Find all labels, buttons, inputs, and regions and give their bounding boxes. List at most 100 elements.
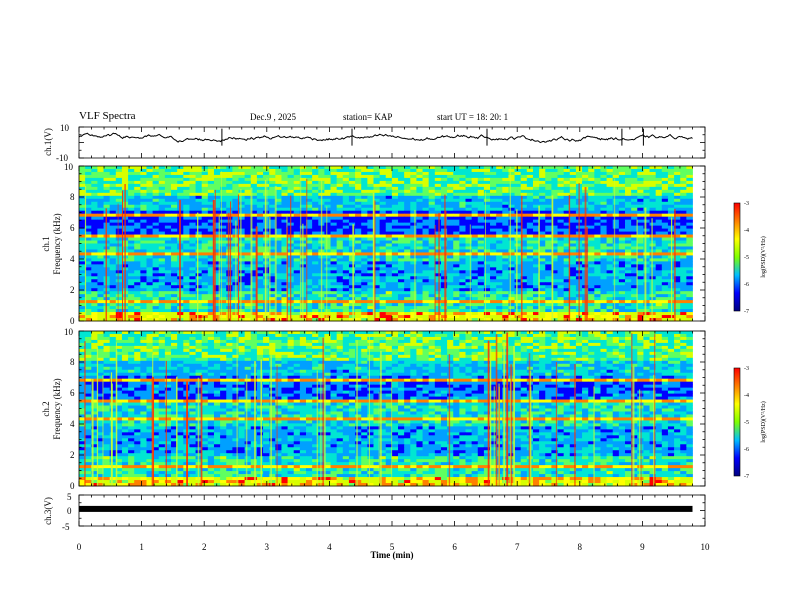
spectrogram-cell bbox=[256, 210, 264, 215]
spectrogram-cell bbox=[244, 282, 252, 286]
spectrogram-cell bbox=[348, 231, 356, 235]
spectrogram-cell bbox=[134, 288, 141, 292]
spectrogram-cell bbox=[201, 261, 209, 265]
spectrogram-cell bbox=[674, 243, 681, 247]
spectrogram-cell bbox=[207, 228, 215, 232]
spectrogram-cell bbox=[164, 180, 172, 185]
spectrogram-cell bbox=[269, 219, 276, 224]
spectrogram-cell bbox=[324, 291, 331, 295]
spectrogram-cell bbox=[490, 216, 497, 221]
spectrogram-cell bbox=[85, 192, 92, 197]
spectrogram-cell bbox=[410, 243, 417, 247]
spectrogram-cell bbox=[490, 204, 497, 209]
spectrogram-cell bbox=[85, 312, 92, 316]
spectrogram-cell bbox=[490, 210, 497, 215]
spectrogram-cell bbox=[453, 204, 460, 209]
spectrogram-cell bbox=[674, 297, 681, 301]
spectrogram-cell bbox=[563, 216, 571, 221]
spectrogram-cell bbox=[91, 285, 98, 289]
spectrogram-cell bbox=[618, 252, 626, 256]
spectrogram-cell bbox=[164, 222, 172, 227]
spectrogram-cell bbox=[213, 240, 221, 244]
spectrogram-cell bbox=[115, 234, 123, 238]
spectrogram-cell bbox=[618, 189, 626, 194]
spectrogram-cell bbox=[631, 306, 638, 310]
spectrogram-cell bbox=[631, 273, 638, 277]
spectrogram-cell bbox=[385, 189, 393, 194]
spectrogram-cell bbox=[293, 276, 301, 280]
spectrogram-cell bbox=[348, 204, 356, 209]
spectrogram-cell bbox=[643, 282, 650, 286]
spectrogram-cell bbox=[471, 198, 479, 203]
spectrogram-cell bbox=[625, 222, 632, 227]
spectrogram-cell bbox=[649, 237, 657, 241]
spectrogram-cell bbox=[109, 303, 117, 307]
spectrogram-cell bbox=[416, 207, 423, 212]
spectrogram-cell bbox=[631, 285, 638, 289]
spectrogram-cell bbox=[164, 228, 172, 232]
spectrogram-cell bbox=[312, 255, 319, 259]
spectrogram-cell bbox=[490, 309, 497, 313]
spectrogram-cell bbox=[189, 261, 196, 265]
spectrogram-cell bbox=[465, 303, 473, 307]
spectrogram-cell bbox=[520, 243, 528, 247]
spectrogram-cell bbox=[348, 249, 356, 253]
spectrogram-cell bbox=[551, 267, 558, 271]
spectrogram-cell bbox=[551, 273, 558, 277]
spectrogram-cell bbox=[539, 201, 546, 206]
spectrogram-cell bbox=[625, 195, 632, 200]
spectrogram-cell bbox=[600, 312, 607, 316]
spectrogram-cell bbox=[213, 276, 221, 280]
spectrogram-cell bbox=[91, 312, 98, 316]
spectrogram-cell bbox=[342, 255, 350, 259]
spectrogram-cell bbox=[404, 225, 411, 229]
spectrogram-cell bbox=[655, 207, 663, 212]
spectrogram-cell bbox=[545, 201, 552, 206]
spectrogram-cell bbox=[91, 309, 98, 313]
spectrogram-cell bbox=[256, 240, 264, 244]
spectrogram-cell bbox=[404, 168, 411, 173]
spectrogram-cell bbox=[625, 228, 632, 232]
spectrogram-cell bbox=[502, 195, 509, 200]
spectrogram-cell bbox=[269, 288, 276, 292]
spectrogram-cell bbox=[201, 204, 209, 209]
spectrogram-cell bbox=[109, 180, 117, 185]
spectrogram-cell bbox=[355, 216, 362, 221]
spectrogram-cell bbox=[661, 168, 669, 173]
spectrogram-cell bbox=[649, 234, 657, 238]
spectrogram-cell bbox=[459, 180, 466, 185]
spectrogram-cell bbox=[422, 174, 430, 179]
spectrogram-cell bbox=[582, 177, 589, 182]
spectrogram-cell bbox=[514, 204, 522, 209]
spectrogram-cell bbox=[238, 228, 246, 232]
spectrogram-cell bbox=[281, 297, 288, 301]
spectrogram-cell bbox=[336, 279, 344, 283]
spectrogram-cell bbox=[625, 312, 632, 316]
spectrogram-cell bbox=[379, 228, 387, 232]
spectrogram-cell bbox=[447, 255, 454, 259]
spectrogram-cell bbox=[79, 282, 86, 286]
spectrogram-cell bbox=[275, 273, 282, 277]
spectrogram-cell bbox=[355, 303, 362, 307]
spectrogram-cell bbox=[348, 255, 356, 259]
spectrogram-cell bbox=[569, 282, 577, 286]
spectrogram-cell bbox=[631, 186, 638, 191]
spectrogram-cell bbox=[618, 276, 626, 280]
spectrogram-cell bbox=[379, 225, 387, 229]
spectrogram-cell bbox=[520, 225, 528, 229]
spectrogram-cell bbox=[563, 228, 571, 232]
spectrogram-cell bbox=[91, 267, 98, 271]
spectrogram-cell bbox=[545, 192, 552, 197]
spectrogram-cell bbox=[539, 225, 546, 229]
spectrogram-cell bbox=[201, 166, 209, 170]
spectrogram-cell bbox=[134, 279, 141, 283]
spectrogram-cell bbox=[502, 183, 509, 188]
spectrogram-cell bbox=[146, 186, 154, 191]
spectrogram-cell bbox=[410, 222, 417, 227]
spectrogram-cell bbox=[128, 204, 135, 209]
spectrogram-cell bbox=[557, 285, 565, 289]
spectrogram-cell bbox=[643, 228, 650, 232]
spectrogram-cell bbox=[79, 216, 86, 221]
spectrogram-cell bbox=[496, 291, 503, 295]
spectrogram-cell bbox=[373, 228, 380, 232]
